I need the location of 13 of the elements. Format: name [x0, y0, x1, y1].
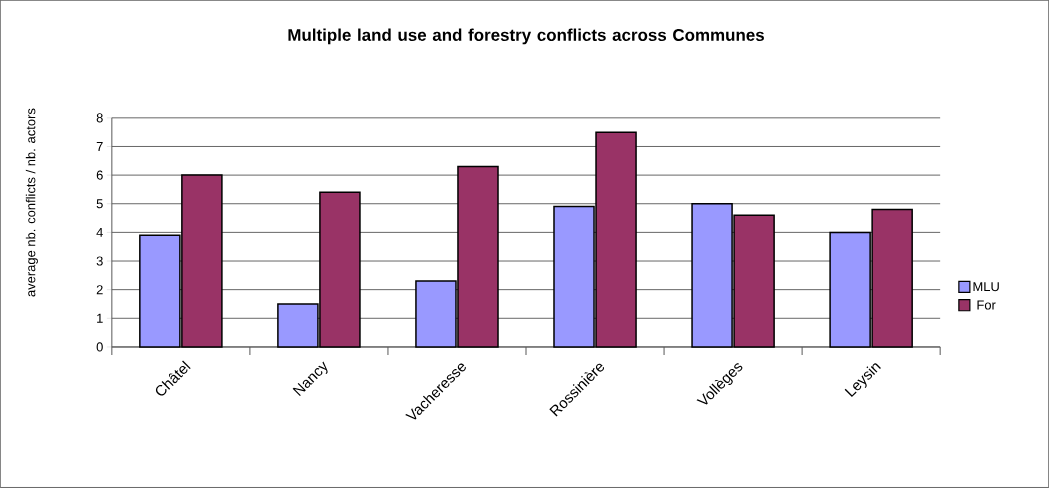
y-tick-label: 3 [96, 256, 103, 266]
chart-title: Multiple land use and forestry conflicts across Communes [288, 28, 764, 45]
y-tick-label: 1 [97, 313, 103, 323]
y-tick-label: 2 [96, 285, 103, 295]
y-tick-label: 4 [96, 228, 103, 237]
y-tick-label: 5 [96, 199, 103, 209]
y-tick-label: 6 [96, 170, 103, 180]
y-tick-label: 0 [96, 342, 103, 352]
y-axis-title: average nb. conflicts / nb. actors [25, 108, 38, 297]
legend-label: MLU [973, 282, 999, 292]
y-tick-label: 8 [96, 113, 103, 123]
legend-label: For [977, 300, 996, 310]
y-tick-label: 7 [96, 142, 103, 152]
